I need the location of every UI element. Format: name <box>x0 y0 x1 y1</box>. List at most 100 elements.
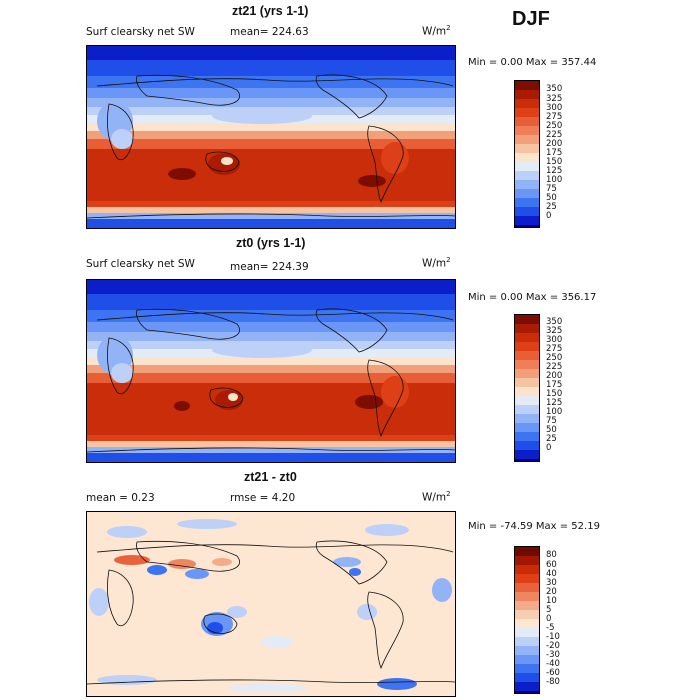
panel2-colorbar-swatch <box>515 387 539 396</box>
panel3-colorbar-label: 80 <box>546 550 557 560</box>
panel3-units: W/m2 <box>422 490 451 504</box>
panel1-colorbar-label: 325 <box>546 94 563 104</box>
panel1-map-plot <box>87 46 455 228</box>
panel1-colorbar-swatch <box>515 216 539 225</box>
panel2-colorbar-swatch <box>515 369 539 378</box>
panel2-colorbar-label: 75 <box>546 416 557 426</box>
panel1-map <box>86 45 456 229</box>
panel2-colorbar-swatch <box>515 450 539 459</box>
panel3-colorbar-swatch <box>515 610 539 619</box>
panel3-minmax: Min = -74.59 Max = 52.19 <box>468 521 600 532</box>
panel1-colorbar-swatch <box>515 180 539 189</box>
panel2-colorbar-label: 275 <box>546 344 563 354</box>
panel1-colorbar-swatch <box>515 162 539 171</box>
panel3-colorbar-label: -80 <box>546 677 560 687</box>
panel2-colorbar-swatch <box>515 333 539 342</box>
panel1-colorbar-label: 175 <box>546 148 563 158</box>
panel1-colorbar-swatch <box>515 135 539 144</box>
panel3-colorbar-label: -40 <box>546 659 560 669</box>
panel3-colorbar-label: -60 <box>546 668 560 678</box>
panel1-colorbar-swatch <box>515 108 539 117</box>
panel1-colorbar <box>514 80 540 228</box>
panel2-colorbar-swatch <box>515 315 539 324</box>
panel2-colorbar-swatch <box>515 351 539 360</box>
panel3-rmse: rmse = 4.20 <box>230 492 296 504</box>
panel1-colorbar-swatch <box>515 171 539 180</box>
panel1-units: W/m2 <box>422 24 451 38</box>
panel2-colorbar-label: 25 <box>546 434 557 444</box>
panel2-colorbar-label: 125 <box>546 398 563 408</box>
panel2-colorbar-label: 350 <box>546 317 563 327</box>
panel3-colorbar-swatch <box>515 619 539 628</box>
panel2-variable: Surf clearsky net SW <box>86 258 195 270</box>
panel3-colorbar-label: -10 <box>546 632 560 642</box>
panel1-colorbar-label: 300 <box>546 103 563 113</box>
panel3-colorbar-label: 20 <box>546 587 557 597</box>
panel2-colorbar-swatch <box>515 396 539 405</box>
panel3-colorbar-label: 30 <box>546 578 557 588</box>
panel2-colorbar-swatch <box>515 324 539 333</box>
panel2-colorbar-label: 225 <box>546 362 563 372</box>
panel2-map-plot <box>87 280 455 462</box>
panel1-colorbar-swatch <box>515 207 539 216</box>
panel2-colorbar-label: 0 <box>546 443 552 453</box>
panel3-colorbar-swatch <box>515 601 539 610</box>
panel3-colorbar-label: -30 <box>546 650 560 660</box>
panel1-colorbar-swatch <box>515 189 539 198</box>
panel1-colorbar-label: 100 <box>546 175 563 185</box>
panel3-colorbar-swatch <box>515 628 539 637</box>
panel3-colorbar-swatch <box>515 547 539 556</box>
panel1-colorbar-swatch <box>515 198 539 207</box>
panel3-colorbar-swatch <box>515 691 539 693</box>
panel3-colorbar-swatch <box>515 646 539 655</box>
panel2-colorbar-swatch <box>515 441 539 450</box>
panel1-colorbar-swatch <box>515 153 539 162</box>
panel1-colorbar-swatch <box>515 99 539 108</box>
panel1-colorbar-label: 350 <box>546 84 563 94</box>
panel1-colorbar-label: 225 <box>546 130 563 140</box>
panel3-colorbar-label: -20 <box>546 641 560 651</box>
panel2-colorbar <box>514 314 540 462</box>
panel3-colorbar-swatch <box>515 583 539 592</box>
panel3-mean: mean = 0.23 <box>86 492 155 504</box>
panel2-units: W/m2 <box>422 256 451 270</box>
panel1-colorbar-label: 50 <box>546 193 557 203</box>
panel3-colorbar-swatch <box>515 574 539 583</box>
panel1-colorbar-label: 0 <box>546 211 552 221</box>
panel2-colorbar-swatch <box>515 360 539 369</box>
panel1-colorbar-label: 125 <box>546 166 563 176</box>
panel2-map <box>86 279 456 463</box>
panel3-colorbar-swatch <box>515 664 539 673</box>
panel2-colorbar-label: 250 <box>546 353 563 363</box>
panel1-colorbar-swatch <box>515 225 539 227</box>
panel3-colorbar <box>514 546 540 694</box>
panel3-colorbar-swatch <box>515 682 539 691</box>
panel2-colorbar-swatch <box>515 423 539 432</box>
panel3-map <box>86 511 456 697</box>
panel1-variable: Surf clearsky net SW <box>86 26 195 38</box>
panel1-colorbar-swatch <box>515 144 539 153</box>
panel1-colorbar-swatch <box>515 81 539 90</box>
panel1-colorbar-swatch <box>515 90 539 99</box>
panel2-colorbar-swatch <box>515 432 539 441</box>
panel3-colorbar-swatch <box>515 556 539 565</box>
panel3-colorbar-swatch <box>515 565 539 574</box>
panel2-colorbar-swatch <box>515 459 539 461</box>
season-label: DJF <box>512 8 550 30</box>
panel1-colorbar-label: 275 <box>546 112 563 122</box>
panel2-mean: mean= 224.39 <box>230 261 309 273</box>
panel3-colorbar-label: 5 <box>546 605 552 615</box>
panel3-colorbar-label: 0 <box>546 614 552 624</box>
panel1-title: zt21 (yrs 1-1) <box>232 4 309 18</box>
panel3-colorbar-label: 10 <box>546 596 557 606</box>
panel2-colorbar-swatch <box>515 342 539 351</box>
panel2-colorbar-label: 200 <box>546 371 563 381</box>
panel1-colorbar-label: 75 <box>546 184 557 194</box>
panel1-mean: mean= 224.63 <box>230 26 309 38</box>
panel2-minmax: Min = 0.00 Max = 356.17 <box>468 292 597 303</box>
panel3-colorbar-swatch <box>515 655 539 664</box>
panel1-colorbar-label: 250 <box>546 121 563 131</box>
panel3-colorbar-label: 40 <box>546 569 557 579</box>
panel2-title: zt0 (yrs 1-1) <box>236 236 306 250</box>
panel1-colorbar-swatch <box>515 126 539 135</box>
